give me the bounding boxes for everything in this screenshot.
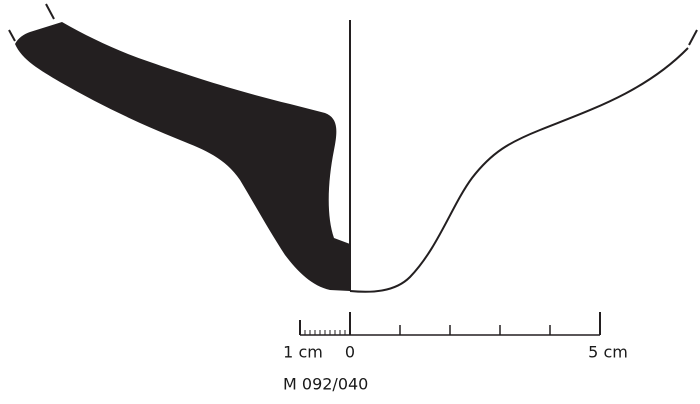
rim-dash (688, 29, 698, 46)
scale-label-right: 5 cm (588, 343, 628, 362)
rim-dash (8, 29, 16, 42)
scale-label-left: 1 cm (283, 343, 323, 362)
rim-dash (45, 3, 55, 20)
catalog-id: M 092/040 (283, 375, 368, 394)
sherd-section (15, 22, 350, 291)
exterior-outline (349, 47, 689, 293)
scale-bar (299, 312, 601, 336)
scale-label-zero: 0 (345, 343, 355, 362)
